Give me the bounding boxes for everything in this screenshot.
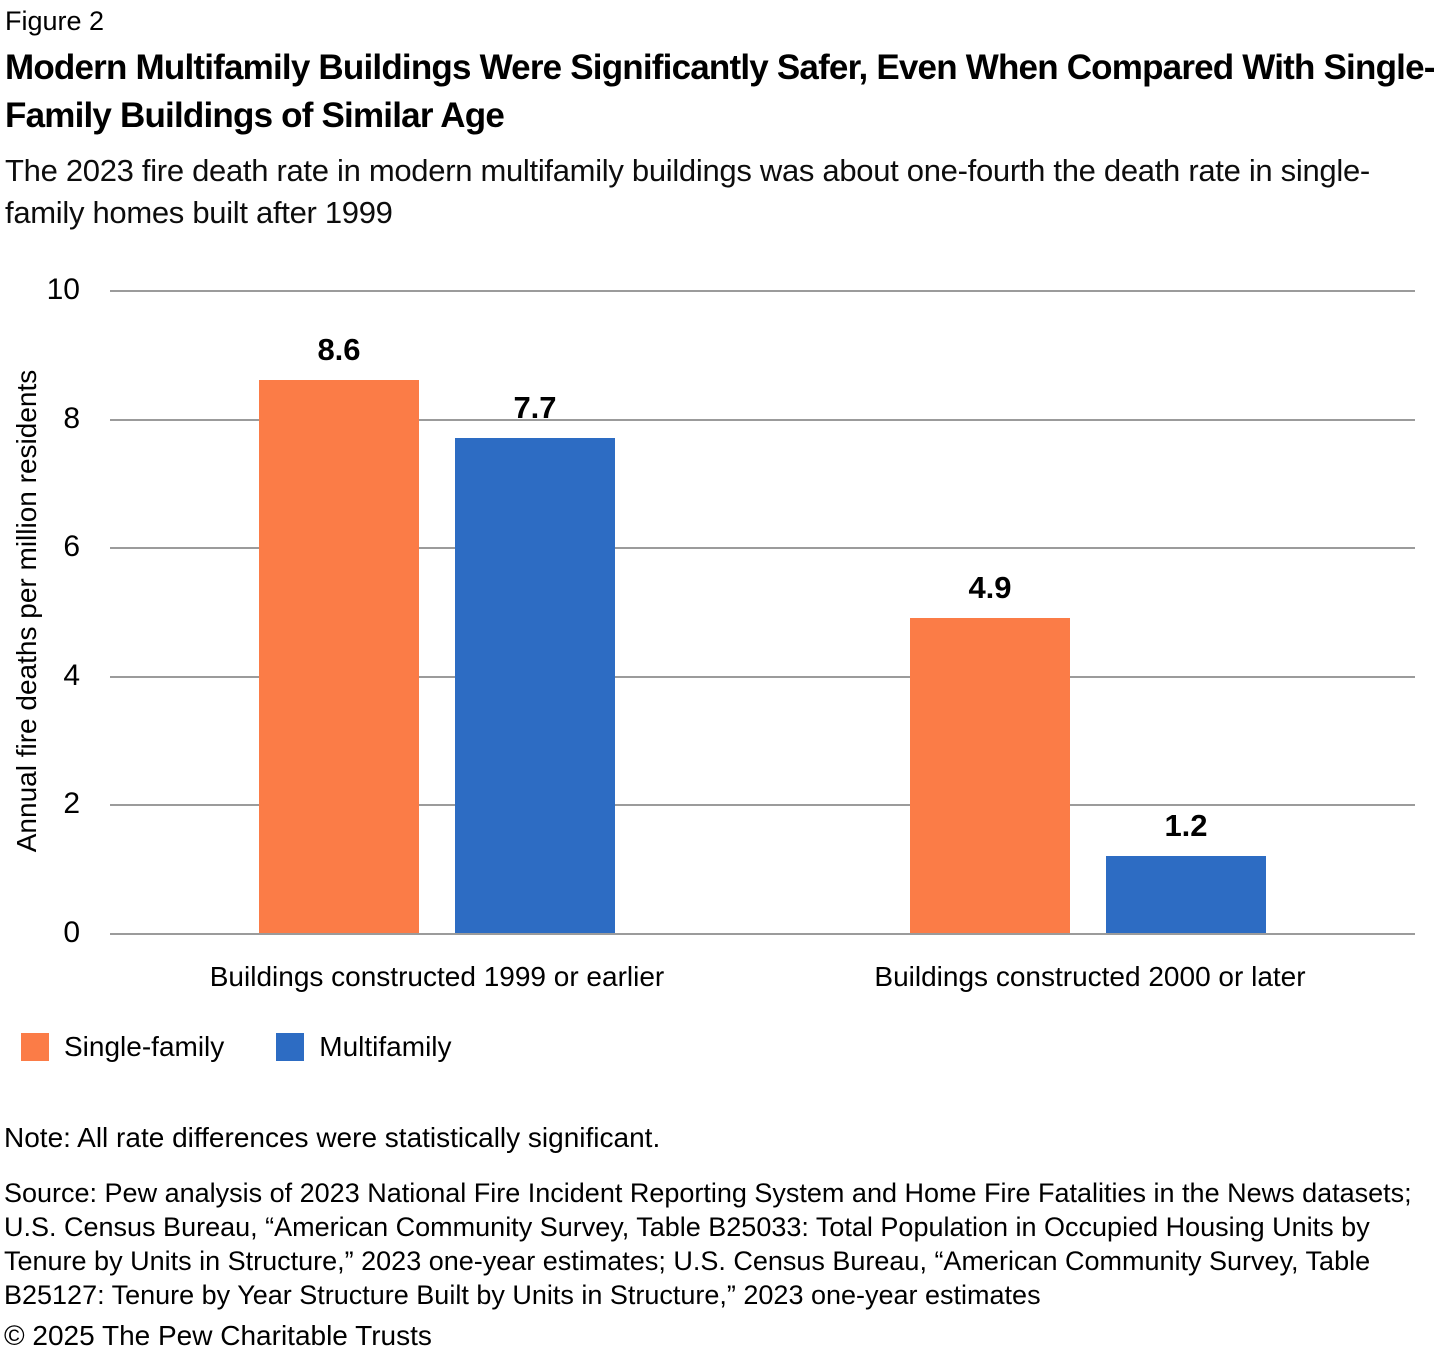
bar-value-label: 4.9 <box>968 569 1012 605</box>
legend-item-single-family: Single-family <box>21 1031 224 1063</box>
gridline-0-baseline: 0 <box>63 918 1415 948</box>
note-text: Note: All rate differences were statisti… <box>4 1122 661 1153</box>
gridline-8: 8 <box>63 403 1415 433</box>
y-tick-label: 10 <box>46 273 80 306</box>
gridline-2: 2 <box>63 789 1415 819</box>
bar-single-family-1999-or-earlier: 8.6 <box>259 332 419 933</box>
bar-value-label: 1.2 <box>1164 807 1208 843</box>
gridline-10: 10 <box>47 275 1415 305</box>
copyright-text: © 2025 The Pew Charitable Trusts <box>4 1320 432 1351</box>
gridline-6: 6 <box>63 532 1415 562</box>
bar-value-label: 8.6 <box>317 332 361 368</box>
legend-label-multifamily: Multifamily <box>319 1031 452 1062</box>
category-label-2000-or-later: Buildings constructed 2000 or later <box>874 961 1306 992</box>
y-tick-label: 2 <box>63 787 80 821</box>
legend-swatch-multifamily <box>276 1033 305 1061</box>
y-tick-label: 4 <box>63 658 80 692</box>
bar-value-label: 7.7 <box>513 389 557 425</box>
y-tick-label: 0 <box>63 916 80 949</box>
y-tick-label: 6 <box>63 530 80 564</box>
y-tick-label: 8 <box>63 401 80 435</box>
bar-multifamily-1999-or-earlier: 7.7 <box>455 390 615 933</box>
legend-swatch-single-family <box>21 1033 49 1061</box>
bar-multifamily-2000-or-later: 1.2 <box>1106 808 1266 933</box>
source-text: Source: Pew analysis of 2023 National Fi… <box>4 1178 1412 1310</box>
figure-number: Figure 2 <box>5 6 105 36</box>
legend: Single-family Multifamily <box>21 1031 504 1063</box>
bar-single-family-2000-or-later: 4.9 <box>910 570 1070 933</box>
legend-item-multifamily: Multifamily <box>276 1031 452 1063</box>
chart-title: Modern Multifamily Buildings Were Signif… <box>5 48 1435 135</box>
chart-subtitle: The 2023 fire death rate in modern multi… <box>5 153 1370 230</box>
y-axis-title: Annual fire deaths per million residents <box>11 369 42 853</box>
legend-label-single-family: Single-family <box>64 1031 225 1062</box>
gridline-4: 4 <box>63 660 1415 690</box>
category-label-1999-or-earlier: Buildings constructed 1999 or earlier <box>209 961 665 992</box>
plot-area: 10 8 6 4 2 0 8.6 7.7 4.9 1.2 <box>47 275 1415 948</box>
